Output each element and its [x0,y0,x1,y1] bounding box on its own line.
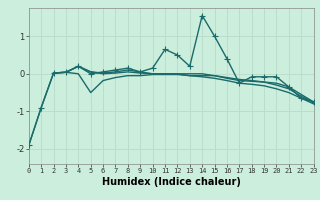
X-axis label: Humidex (Indice chaleur): Humidex (Indice chaleur) [102,177,241,187]
